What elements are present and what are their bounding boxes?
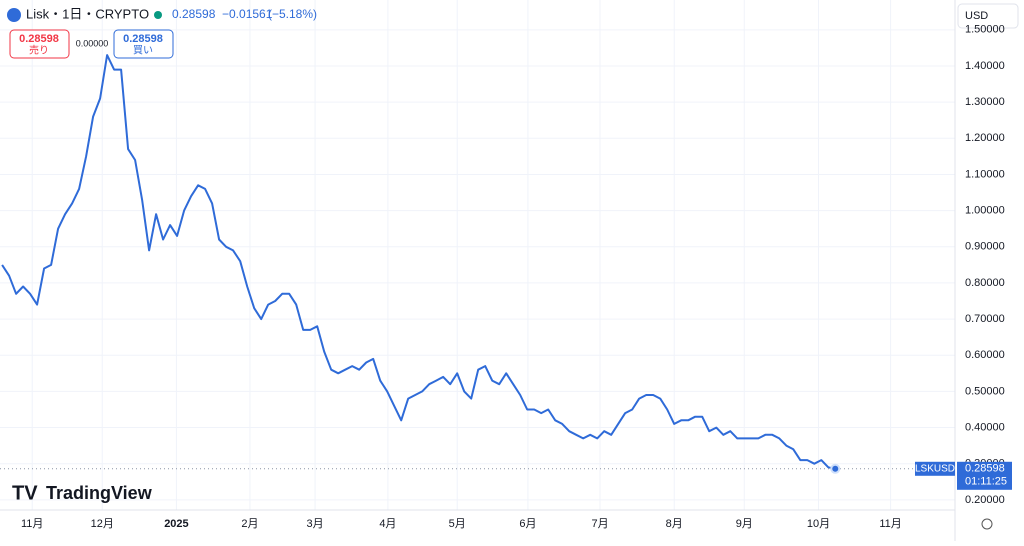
change-pct: (−5.18%)	[268, 7, 317, 21]
status-dot	[154, 11, 162, 19]
y-tick-label: 1.30000	[965, 96, 1005, 108]
x-tick-label: 11月	[21, 518, 43, 530]
x-tick-label: 2025	[164, 518, 188, 530]
buy-label: 買い	[133, 45, 153, 57]
symbol[interactable]: Lisk・1日・CRYPTO	[26, 6, 149, 21]
y-tick-label: 0.70000	[965, 313, 1005, 325]
price-line	[1, 54, 836, 470]
sell-price: 0.28598	[19, 33, 59, 45]
x-tick-label: 8月	[666, 518, 683, 530]
last-point-core	[832, 465, 839, 472]
x-tick-label: 6月	[519, 518, 536, 530]
currency: USD	[965, 10, 988, 22]
currency-button[interactable]	[957, 3, 1019, 29]
y-tick-label: 0.50000	[965, 385, 1005, 397]
x-tick-label: 11月	[879, 518, 901, 530]
sell-label: 売り	[29, 44, 49, 57]
x-tick-label: 10月	[807, 518, 830, 530]
brand: TradingView	[46, 483, 153, 503]
sell-button[interactable]	[9, 29, 70, 59]
countdown: 01:11:25	[965, 476, 1007, 488]
change: −0.01561	[222, 7, 273, 21]
logo-mark: TV	[12, 482, 38, 504]
ticker-tag	[915, 461, 955, 476]
price-tag	[957, 461, 1012, 490]
y-tick-label: 0.80000	[965, 277, 1005, 289]
x-tick-label: 3月	[307, 518, 324, 530]
y-tick-label: 1.40000	[965, 60, 1005, 72]
y-tick-label: 0.90000	[965, 241, 1005, 253]
y-tick-label: 0.20000	[965, 494, 1005, 506]
y-tick-label: 0.40000	[965, 421, 1005, 433]
buy-button[interactable]	[113, 29, 174, 59]
x-tick-label: 5月	[449, 518, 466, 530]
price-tag-value: 0.28598	[965, 463, 1005, 475]
y-tick-label: 0.60000	[965, 349, 1005, 361]
x-tick-label: 9月	[736, 518, 753, 530]
y-tick-label: 1.10000	[965, 168, 1005, 180]
ticker: LSKUSD	[915, 463, 955, 474]
x-tick-label: 4月	[379, 518, 396, 530]
x-tick-label: 2月	[241, 518, 258, 530]
y-tick-label: 1.50000	[965, 24, 1005, 36]
x-tick-label: 7月	[591, 518, 608, 530]
x-tick-label: 12月	[91, 518, 114, 530]
y-tick-label: 1.20000	[965, 132, 1005, 144]
last-price: 0.28598	[172, 7, 216, 21]
spread: 0.00000	[76, 38, 109, 48]
buy-price: 0.28598	[123, 33, 163, 45]
symbol-icon	[7, 8, 21, 22]
y-tick-label: 1.00000	[965, 205, 1005, 217]
settings-icon[interactable]	[981, 518, 993, 530]
